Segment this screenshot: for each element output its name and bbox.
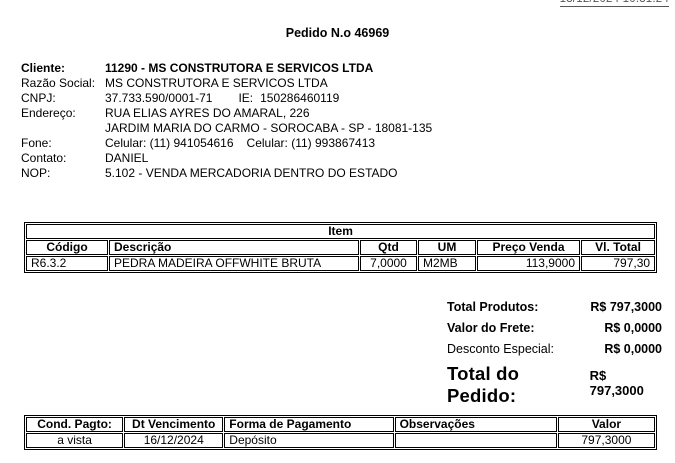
item-codigo-cell: R6.3.2 bbox=[26, 256, 108, 271]
payment-dt-vencimento-cell: 16/12/2024 bbox=[124, 433, 224, 448]
order-title: Pedido N.o 46969 bbox=[285, 26, 390, 40]
cliente-label: Cliente: bbox=[21, 61, 66, 75]
col-header-cond-pagto: Cond. Pagto: bbox=[26, 417, 124, 432]
client-row-nop: NOP: 5.102 - VENDA MERCADORIA DENTRO DO … bbox=[21, 166, 641, 181]
fone-value-2: Celular: (11) 993867413 bbox=[246, 136, 376, 150]
totals-block: Total Produtos: R$ 797,3000 Valor do Fre… bbox=[447, 300, 662, 406]
print-timestamp: 13/12/2024 10:31:24 bbox=[559, 0, 669, 7]
total-pedido-row: Total do Pedido: R$ 797,3000 bbox=[447, 363, 662, 406]
items-table-caption: Item bbox=[26, 224, 656, 239]
total-produtos-row: Total Produtos: R$ 797,3000 bbox=[447, 300, 662, 315]
fone-label: Fone: bbox=[21, 136, 52, 150]
ie-label: IE: bbox=[238, 91, 254, 105]
contato-value: DANIEL bbox=[105, 151, 149, 165]
razao-social-label: Razão Social: bbox=[21, 76, 96, 90]
col-header-vl-total: Vl. Total bbox=[581, 240, 656, 255]
total-produtos-value: R$ 797,3000 bbox=[590, 300, 662, 314]
items-table-caption-row: Item bbox=[26, 224, 656, 239]
nop-label: NOP: bbox=[21, 166, 51, 180]
ie-value: 150286460119 bbox=[260, 91, 340, 105]
valor-frete-row: Valor do Frete: R$ 0,0000 bbox=[447, 321, 662, 336]
endereco-value-line1: RUA ELIAS AYRES DO AMARAL, 226 bbox=[105, 106, 310, 120]
cnpj-label: CNPJ: bbox=[21, 91, 56, 105]
endereco-label: Endereço: bbox=[21, 106, 76, 120]
total-pedido-label: Total do Pedido: bbox=[447, 363, 520, 406]
item-preco-venda-cell: 113,9000 bbox=[477, 256, 580, 271]
client-row-fone: Fone: Celular: (11) 941054616 Celular: (… bbox=[21, 136, 641, 151]
endereco-value-line2: JARDIM MARIA DO CARMO - SOROCABA - SP - … bbox=[105, 121, 433, 135]
razao-social-value: MS CONSTRUTORA E SERVICOS LTDA bbox=[105, 76, 328, 90]
desconto-especial-row: Desconto Especial: R$ 0,0000 bbox=[447, 342, 662, 357]
total-produtos-label: Total Produtos: bbox=[447, 300, 539, 314]
desconto-especial-label: Desconto Especial: bbox=[447, 342, 555, 356]
items-table: Item Código Descrição Qtd UM Preço Venda… bbox=[24, 222, 658, 273]
client-row-cnpj: CNPJ: 37.733.590/0001-71 IE: 15028646011… bbox=[21, 91, 641, 106]
total-pedido-value: R$ 797,3000 bbox=[589, 368, 644, 398]
contato-label: Contato: bbox=[21, 151, 67, 165]
payment-observacoes-cell bbox=[394, 433, 557, 448]
client-row-contato: Contato: DANIEL bbox=[21, 151, 641, 166]
item-qtd-cell: 7,0000 bbox=[360, 256, 417, 271]
valor-frete-label: Valor do Frete: bbox=[447, 321, 535, 335]
desconto-especial-value: R$ 0,0000 bbox=[604, 342, 662, 356]
items-table-header-row: Código Descrição Qtd UM Preço Venda Vl. … bbox=[26, 240, 656, 255]
col-header-qtd: Qtd bbox=[360, 240, 417, 255]
valor-frete-value: R$ 0,0000 bbox=[604, 321, 662, 335]
col-header-observacoes: Observações bbox=[394, 417, 557, 432]
col-header-dt-vencimento: Dt Vencimento bbox=[124, 417, 224, 432]
client-row-endereco: Endereço: RUA ELIAS AYRES DO AMARAL, 226 bbox=[21, 106, 641, 121]
nop-value: 5.102 - VENDA MERCADORIA DENTRO DO ESTAD… bbox=[105, 166, 398, 180]
payment-table: Cond. Pagto: Dt Vencimento Forma de Paga… bbox=[24, 415, 657, 450]
fone-value-1: Celular: (11) 941054616 bbox=[105, 136, 234, 150]
col-header-codigo: Código bbox=[26, 240, 108, 255]
item-vl-total-cell: 797,30 bbox=[581, 256, 656, 271]
client-row-endereco-2: JARDIM MARIA DO CARMO - SOROCABA - SP - … bbox=[21, 121, 641, 136]
payment-forma-pagamento-cell: Depósito bbox=[224, 433, 394, 448]
item-um-cell: M2MB bbox=[418, 256, 476, 271]
endereco-label-spacer bbox=[21, 121, 105, 136]
payment-valor-cell: 797,3000 bbox=[557, 433, 655, 448]
client-info-block: Cliente: 11290 - MS CONSTRUTORA E SERVIC… bbox=[21, 61, 641, 181]
cnpj-value: 37.733.590/0001-71 bbox=[105, 91, 213, 105]
cliente-value: 11290 - MS CONSTRUTORA E SERVICOS LTDA bbox=[105, 61, 374, 75]
col-header-forma-pagamento: Forma de Pagamento bbox=[224, 417, 394, 432]
client-row-razao-social: Razão Social: MS CONSTRUTORA E SERVICOS … bbox=[21, 76, 641, 91]
item-descricao-cell: PEDRA MADEIRA OFFWHITE BRUTA bbox=[109, 256, 359, 271]
payment-table-header-row: Cond. Pagto: Dt Vencimento Forma de Paga… bbox=[26, 417, 655, 432]
col-header-preco-venda: Preço Venda bbox=[477, 240, 580, 255]
payment-cond-pagto-cell: a vista bbox=[26, 433, 124, 448]
client-row-cliente: Cliente: 11290 - MS CONSTRUTORA E SERVIC… bbox=[21, 61, 641, 76]
payment-row: a vista 16/12/2024 Depósito 797,3000 bbox=[26, 433, 655, 448]
col-header-descricao: Descrição bbox=[109, 240, 359, 255]
item-row: R6.3.2 PEDRA MADEIRA OFFWHITE BRUTA 7,00… bbox=[26, 256, 656, 271]
col-header-um: UM bbox=[418, 240, 476, 255]
col-header-valor: Valor bbox=[557, 417, 655, 432]
